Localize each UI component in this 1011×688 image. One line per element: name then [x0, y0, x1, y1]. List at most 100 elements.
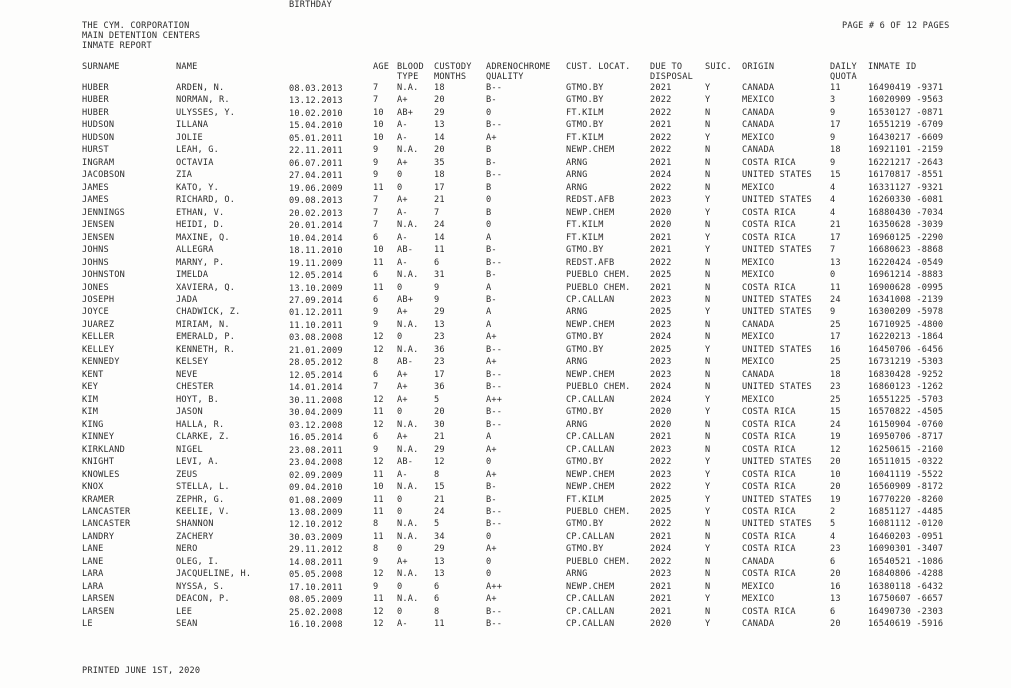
cell-due-to-disposal: 2021 — [650, 83, 672, 93]
cell-custody-months: 30 — [434, 419, 445, 430]
cell-adrenochrome-quality: 0 — [486, 531, 492, 542]
cell-due-to-disposal: 2023 — [650, 195, 672, 206]
cell-daily-quota: 19 — [830, 494, 841, 505]
cell-due-to-disposal: 2022 — [650, 482, 672, 493]
cell-birthday: 21.01.2009 — [289, 345, 343, 356]
cell-cust-locat: ARNG — [566, 170, 588, 181]
table-row: HUDSON ILLANA 15.04.2010 10 A- 13 B-- GTMO.BY 20… — [0, 119, 1011, 131]
cell-surname: LANDRY — [82, 531, 115, 542]
cell-inmate-id: 16551225 -5703 — [868, 394, 944, 405]
cell-cust-locat: GTMO.BY — [566, 120, 604, 131]
cell-inmate-id: 16380118 -6432 — [868, 581, 944, 592]
cell-cust-locat: ARNG — [566, 307, 588, 318]
cell-age: 11 — [373, 531, 384, 542]
cell-origin: COSTA RICA — [742, 407, 796, 418]
cell-name: DEACON, P. — [176, 594, 230, 605]
cell-surname: JOHNSTON — [82, 270, 125, 281]
cell-birthday: 09.08.2013 — [289, 196, 343, 207]
cell-suic: Y — [705, 482, 711, 493]
cell-custody-months: 12 — [434, 457, 445, 468]
cell-age: 9 — [373, 170, 379, 181]
cell-birthday: 14.08.2011 — [289, 557, 343, 568]
cell-daily-quota: 4 — [830, 182, 836, 193]
cell-birthday: 19.06.2009 — [289, 183, 343, 194]
table-row: LARA NYSSA, S. 17.10.2011 9 0 6 A++ NEWP.CHEM 20… — [0, 581, 1011, 593]
cell-age: 7 — [373, 382, 379, 393]
cell-due-to-disposal: 2024 — [650, 382, 672, 393]
cell-age: 6 — [373, 294, 379, 305]
cell-birthday: 01.08.2009 — [289, 495, 343, 506]
cell-blood-type: N.A. — [397, 594, 419, 605]
cell-surname: KEY — [82, 382, 99, 393]
cell-origin: UNITED STATES — [742, 344, 812, 355]
cell-surname: JOYCE — [82, 307, 109, 318]
cell-suic: N — [705, 145, 711, 156]
cell-birthday: 10.02.2010 — [289, 108, 343, 119]
column-header-adrenochrome-quality: ADRENOCHROME QUALITY — [486, 62, 551, 82]
table-row: HUDSON JOLIE 05.01.2011 10 A- 14 A+ FT.KILM 2022… — [0, 132, 1011, 144]
cell-age: 11 — [373, 407, 384, 418]
table-row: LARSEN LEE 25.02.2008 12 0 8 B-- CP.CALLAN 2021 N… — [0, 606, 1011, 618]
cell-adrenochrome-quality: A — [486, 307, 492, 318]
cell-cust-locat: FT.KILM — [566, 232, 604, 243]
cell-birthday: 25.02.2008 — [289, 607, 343, 618]
table-row: INGRAM OCTAVIA 06.07.2011 9 A+ 35 B- ARNG 2021 N C… — [0, 157, 1011, 169]
cell-cust-locat: PUEBLO CHEM. — [566, 506, 631, 517]
cell-inmate-id: 16150904 -0760 — [868, 419, 944, 430]
table-row: KIM JASON 30.04.2009 11 0 20 B-- GTMO.BY 2020 Y CO… — [0, 406, 1011, 418]
cell-suic: Y — [705, 594, 711, 605]
cell-inmate-id: 16900628 -0995 — [868, 282, 944, 293]
cell-blood-type: 0 — [397, 182, 403, 193]
table-row: HURST LEAH, G. 22.11.2011 9 N.A. 20 B NEWP.CHEM… — [0, 144, 1011, 156]
cell-blood-type: N.A. — [397, 531, 419, 542]
cell-surname: JUAREZ — [82, 319, 115, 330]
cell-suic: N — [705, 319, 711, 330]
cell-birthday: 19.11.2009 — [289, 258, 343, 269]
cell-age: 11 — [373, 469, 384, 480]
cell-adrenochrome-quality: B — [486, 145, 492, 156]
cell-due-to-disposal: 2025 — [650, 307, 672, 318]
cell-surname: LARA — [82, 569, 104, 580]
cell-name: ETHAN, V. — [176, 207, 225, 218]
cell-custody-months: 29 — [434, 307, 445, 318]
cell-surname: JENSEN — [82, 220, 115, 231]
cell-adrenochrome-quality: A+ — [486, 594, 497, 605]
cell-name: RICHARD, O. — [176, 195, 236, 206]
table-row: JOHNS ALLEGRA 18.11.2010 10 AB- 11 B- GTMO.BY 20… — [0, 244, 1011, 256]
cell-due-to-disposal: 2021 — [650, 581, 672, 592]
cell-daily-quota: 6 — [830, 606, 836, 617]
cell-cust-locat: CP.CALLAN — [566, 594, 615, 605]
cell-due-to-disposal: 2024 — [650, 332, 672, 343]
cell-suic: N — [705, 569, 711, 580]
column-header-blood-type: BLOOD TYPE — [397, 62, 424, 82]
cell-surname: KNOWLES — [82, 469, 120, 480]
cell-inmate-id: 16540619 -5916 — [868, 619, 944, 630]
table-row: JAMES KATO, Y. 19.06.2009 11 0 17 B ARNG 2022 N ME… — [0, 182, 1011, 194]
cell-origin: CANADA — [742, 145, 775, 156]
cell-name: OLEG, I. — [176, 556, 219, 567]
cell-cust-locat: ARNG — [566, 419, 588, 430]
cell-birthday: 03.12.2008 — [289, 420, 343, 431]
table-row: JUAREZ MIRIAM, N. 11.10.2011 9 N.A. 13 A NEWP.C… — [0, 319, 1011, 331]
cell-due-to-disposal: 2020 — [650, 619, 672, 630]
cell-adrenochrome-quality: B-- — [486, 120, 503, 131]
cell-cust-locat: NEWP.CHEM — [566, 319, 615, 330]
cell-cust-locat: CP.CALLAN — [566, 619, 615, 630]
cell-suic: N — [705, 556, 711, 567]
cell-blood-type: A- — [397, 120, 408, 131]
table-row: JACOBSON ZIA 27.04.2011 9 0 18 B-- ARNG 2024 N UNI… — [0, 169, 1011, 181]
cell-due-to-disposal: 2022 — [650, 556, 672, 567]
cell-blood-type: 0 — [397, 332, 403, 343]
cell-birthday: 29.11.2012 — [289, 545, 343, 556]
table-row: JAMES RICHARD, O. 09.08.2013 7 A+ 21 0 REDST.AF… — [0, 194, 1011, 206]
cell-blood-type: A+ — [397, 95, 408, 106]
cell-name: NIGEL — [176, 444, 203, 455]
cell-surname: JONES — [82, 282, 109, 293]
cell-daily-quota: 17 — [830, 120, 841, 131]
cell-surname: JAMES — [82, 182, 109, 193]
cell-name: CLARKE, Z. — [176, 432, 230, 443]
cell-daily-quota: 20 — [830, 457, 841, 468]
cell-birthday: 20.01.2014 — [289, 221, 343, 232]
cell-suic: N — [705, 294, 711, 305]
cell-adrenochrome-quality: B- — [486, 494, 497, 505]
